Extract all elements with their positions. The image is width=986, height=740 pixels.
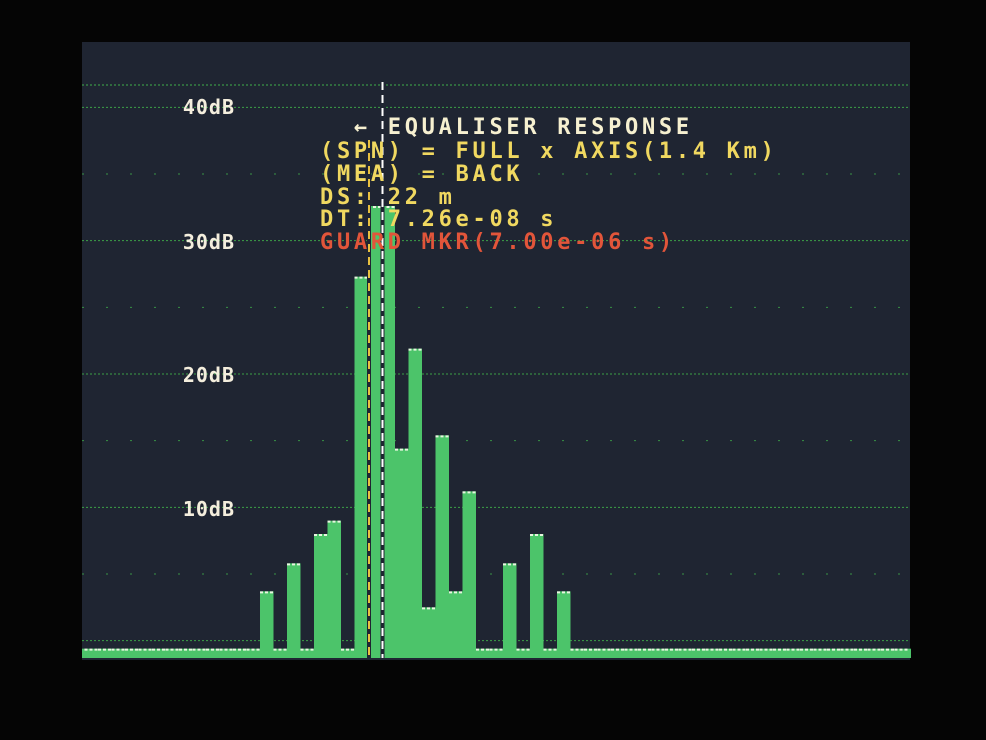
y-tick-label-40: 40dB xyxy=(182,95,235,119)
measure-info-line: (MEA) = BACK xyxy=(320,162,524,187)
bar xyxy=(503,563,517,658)
bar xyxy=(449,591,463,658)
left-arrow-icon: ← xyxy=(353,115,371,140)
time-readout: DT: 7.26e-08 s xyxy=(320,207,558,232)
bar xyxy=(206,648,220,658)
bar xyxy=(665,648,679,658)
bar xyxy=(746,648,760,658)
bar xyxy=(152,648,166,658)
bar xyxy=(827,648,841,658)
bar xyxy=(732,648,746,658)
bar xyxy=(368,206,382,658)
bar xyxy=(651,648,665,658)
bar xyxy=(840,648,854,658)
bar xyxy=(219,648,233,658)
bar xyxy=(611,648,625,658)
bar xyxy=(354,276,368,658)
bar xyxy=(246,648,260,658)
chart-title: EQUALISER RESPONSE xyxy=(387,115,693,140)
bar xyxy=(462,491,476,658)
bar xyxy=(260,591,274,658)
y-tick-label-20: 20dB xyxy=(182,363,235,387)
bar xyxy=(422,607,436,658)
guard-marker-readout: GUARD MKR(7.00e-06 s) xyxy=(320,230,676,255)
bar xyxy=(476,648,490,658)
bar xyxy=(894,648,911,658)
span-info-line: (SPN) = FULL x AXIS(1.4 Km) xyxy=(320,139,778,164)
bar xyxy=(408,348,422,658)
bar xyxy=(786,648,800,658)
bar xyxy=(273,648,287,658)
bar xyxy=(381,206,395,658)
bar xyxy=(138,648,152,658)
bar xyxy=(165,648,179,658)
bar xyxy=(395,448,409,658)
bar xyxy=(530,534,544,658)
bar xyxy=(179,648,193,658)
bar xyxy=(233,648,247,658)
bar xyxy=(300,648,314,658)
y-tick-label-10: 10dB xyxy=(182,497,235,521)
bar xyxy=(678,648,692,658)
bar xyxy=(597,648,611,658)
bar xyxy=(82,648,98,658)
bar xyxy=(854,648,868,658)
bar xyxy=(705,648,719,658)
bar xyxy=(314,534,328,658)
bar xyxy=(341,648,355,658)
display-screen xyxy=(82,42,910,660)
bar xyxy=(570,648,584,658)
bar xyxy=(624,648,638,658)
bar xyxy=(98,648,112,658)
bar xyxy=(111,648,125,658)
bar xyxy=(881,648,895,658)
y-tick-label-30: 30dB xyxy=(182,230,235,254)
bar xyxy=(489,648,503,658)
bar xyxy=(543,648,557,658)
bar xyxy=(125,648,139,658)
bar xyxy=(327,520,341,658)
bar xyxy=(557,591,571,658)
bar xyxy=(692,648,706,658)
bar xyxy=(773,648,787,658)
bar xyxy=(287,563,301,658)
bar xyxy=(516,648,530,658)
distance-readout: DS: 22 m xyxy=(320,185,456,210)
bar xyxy=(719,648,733,658)
bar xyxy=(867,648,881,658)
bar xyxy=(584,648,598,658)
bar xyxy=(192,648,206,658)
bar xyxy=(813,648,827,658)
bar xyxy=(800,648,814,658)
bar xyxy=(435,435,449,658)
bar xyxy=(638,648,652,658)
bar xyxy=(759,648,773,658)
